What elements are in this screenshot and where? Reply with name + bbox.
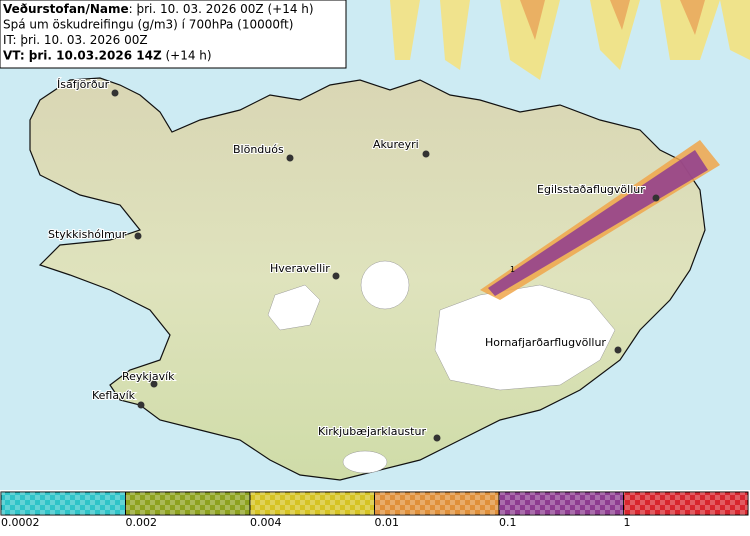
place-label: Akureyri xyxy=(373,138,419,151)
header-bold: Veðurstofan/Name xyxy=(3,2,129,16)
glaciers xyxy=(267,260,616,474)
legend-label: 0.0002 xyxy=(1,516,40,529)
legend: 0.0002 0.002 0.004 0.01 0.1 1 xyxy=(0,491,749,529)
legend-label: 0.002 xyxy=(126,516,158,529)
header-text: IT: þri. 10. 03. 2026 00Z xyxy=(3,33,148,47)
ash-top xyxy=(390,0,750,80)
header-line: IT: þri. 10. 03. 2026 00Z xyxy=(3,33,148,47)
header-box xyxy=(0,0,347,69)
header-line: Veðurstofan/Name: þri. 10. 03. 2026 00Z … xyxy=(3,2,314,16)
legend-pattern xyxy=(374,492,499,515)
ash-plume xyxy=(480,140,720,300)
header-text: (+14 h) xyxy=(162,49,212,63)
legend-pattern xyxy=(1,492,126,515)
place-label: Hornafjarðarflugvöllur xyxy=(485,336,606,349)
legend-label: 0.01 xyxy=(375,516,400,529)
header: Veðurstofan/Name: þri. 10. 03. 2026 00Z … xyxy=(3,2,314,63)
place-dots xyxy=(111,89,660,442)
legend-label: 0.004 xyxy=(250,516,282,529)
legend-pattern xyxy=(623,492,748,515)
legend-pattern xyxy=(125,492,250,515)
place-label: Reykjavík xyxy=(122,370,175,383)
legend-label: 1 xyxy=(624,516,631,529)
place-label: Ísafjörður xyxy=(57,78,110,91)
place-label: Blönduós xyxy=(233,143,284,156)
place-label: Egilsstaðaflugvöllur xyxy=(537,183,645,196)
legend-pattern xyxy=(250,492,375,515)
legend-label: 0.1 xyxy=(499,516,517,529)
place-label: Stykkishólmur xyxy=(48,228,127,241)
place-label: Kirkjubæjarklaustur xyxy=(318,425,426,438)
place-label: Keflavík xyxy=(92,389,136,402)
header-line: Spá um öskudreifingu (g/m3) í 700hPa (10… xyxy=(3,18,293,32)
header-line: VT: þri. 10.03.2026 14Z (+14 h) xyxy=(3,49,212,63)
contour-label: 1 xyxy=(510,265,515,274)
header-bold: VT: þri. 10.03.2026 14Z xyxy=(3,49,162,63)
header-text: Spá um öskudreifingu (g/m3) í 700hPa (10… xyxy=(3,18,293,32)
place-label: Hveravellir xyxy=(270,262,330,275)
legend-pattern xyxy=(499,492,624,515)
header-text: : þri. 10. 03. 2026 00Z (+14 h) xyxy=(129,2,314,16)
